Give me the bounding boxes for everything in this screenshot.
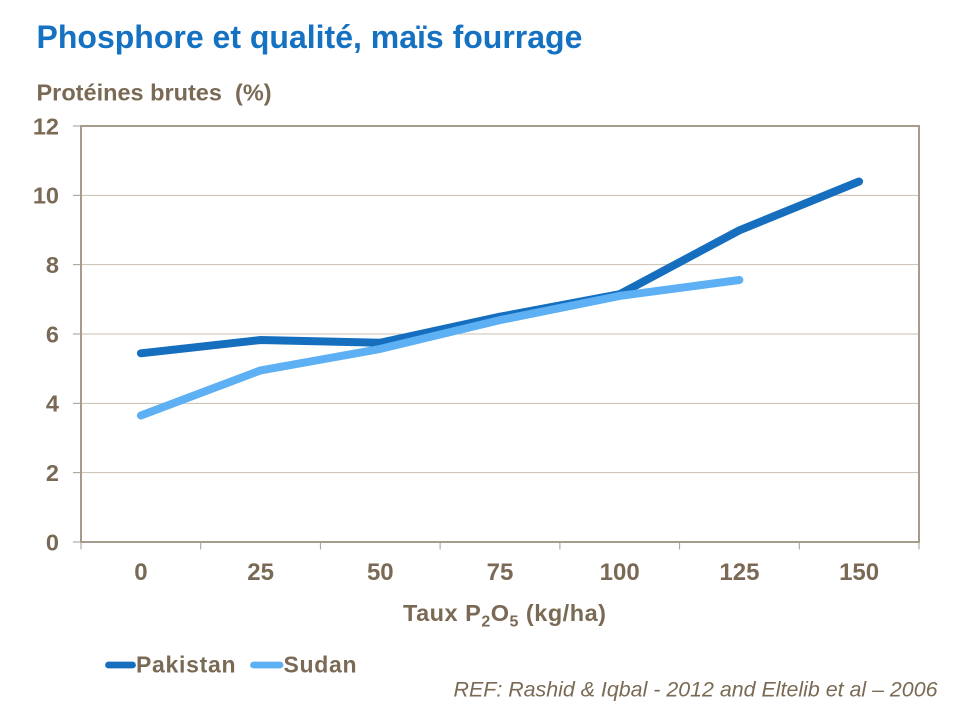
svg-text:2: 2 [46,460,59,486]
svg-text:10: 10 [33,183,59,209]
svg-text:Protéines brutes (%): Protéines brutes (%) [37,80,272,106]
svg-text:0: 0 [46,529,59,555]
svg-text:REF: Rashid & Iqbal - 2012 and: REF: Rashid & Iqbal - 2012 and Eltelib e… [454,678,938,702]
svg-text:Sudan: Sudan [284,651,358,677]
svg-text:4: 4 [46,391,59,417]
svg-text:6: 6 [46,321,59,347]
svg-text:25: 25 [247,559,274,586]
svg-text:50: 50 [367,559,394,586]
svg-text:125: 125 [719,559,759,586]
svg-text:Phosphore et qualité, maïs fou: Phosphore et qualité, maïs fourrage [37,19,583,55]
svg-text:0: 0 [134,559,147,586]
svg-text:12: 12 [33,113,59,139]
svg-text:75: 75 [487,559,514,586]
svg-text:8: 8 [46,252,59,278]
svg-text:150: 150 [839,559,879,586]
svg-text:Taux P2O5 (kg/ha): Taux P2O5 (kg/ha) [403,600,606,631]
svg-text:100: 100 [600,559,640,586]
svg-text:Pakistan: Pakistan [136,651,236,677]
